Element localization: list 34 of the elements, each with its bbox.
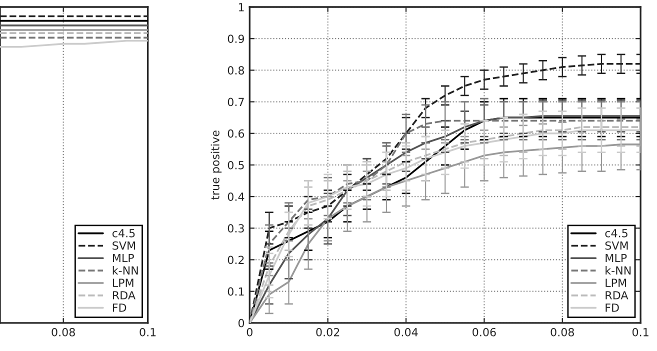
y-tick-label: 0.1 [228,287,244,296]
y-tick-label: 0.9 [228,34,244,43]
y-tick-label: 0.8 [228,66,244,75]
y-tick-label: 0.6 [228,129,244,138]
x-tick-label: 0.1 [632,328,648,336]
x-tick-label: 0.02 [316,328,340,336]
x-tick-label: 0.08 [550,328,574,336]
y-axis-title: true positive [210,130,222,200]
y-tick-label: 0.7 [228,98,244,106]
x-tick-label: 0.1 [140,328,156,336]
y-tick-label: 0.4 [228,192,244,201]
x-tick-label: 0.04 [394,328,418,336]
y-tick-label: 0.2 [228,256,244,264]
legend-label: SVM [112,241,136,250]
y-tick-label: 0.5 [228,160,244,170]
x-tick-label: 0.08 [52,328,75,336]
x-tick-label: 0.06 [472,328,496,336]
legend-label: SVM [605,241,628,250]
legend-label: MLP [112,254,134,262]
legend-label: FD [606,304,619,312]
legend-label: LPM [112,278,134,287]
legend-label: RDA [112,291,136,300]
legend-label: RDA [606,291,628,300]
legend-label: c4.5 [605,229,628,238]
legend-label: LPM [606,278,626,287]
legend-label: k-NN [606,266,631,274]
legend-label: c4.5 [112,229,135,238]
y-tick-label: 1 [238,3,244,12]
x-tick-label: 0 [246,328,252,336]
y-tick-label: 0.3 [228,224,244,233]
legend-label: FD [112,304,126,312]
legend-label: k-NN [112,266,138,274]
legend-label: MLP [606,254,627,262]
y-tick-label: 0 [238,318,244,328]
